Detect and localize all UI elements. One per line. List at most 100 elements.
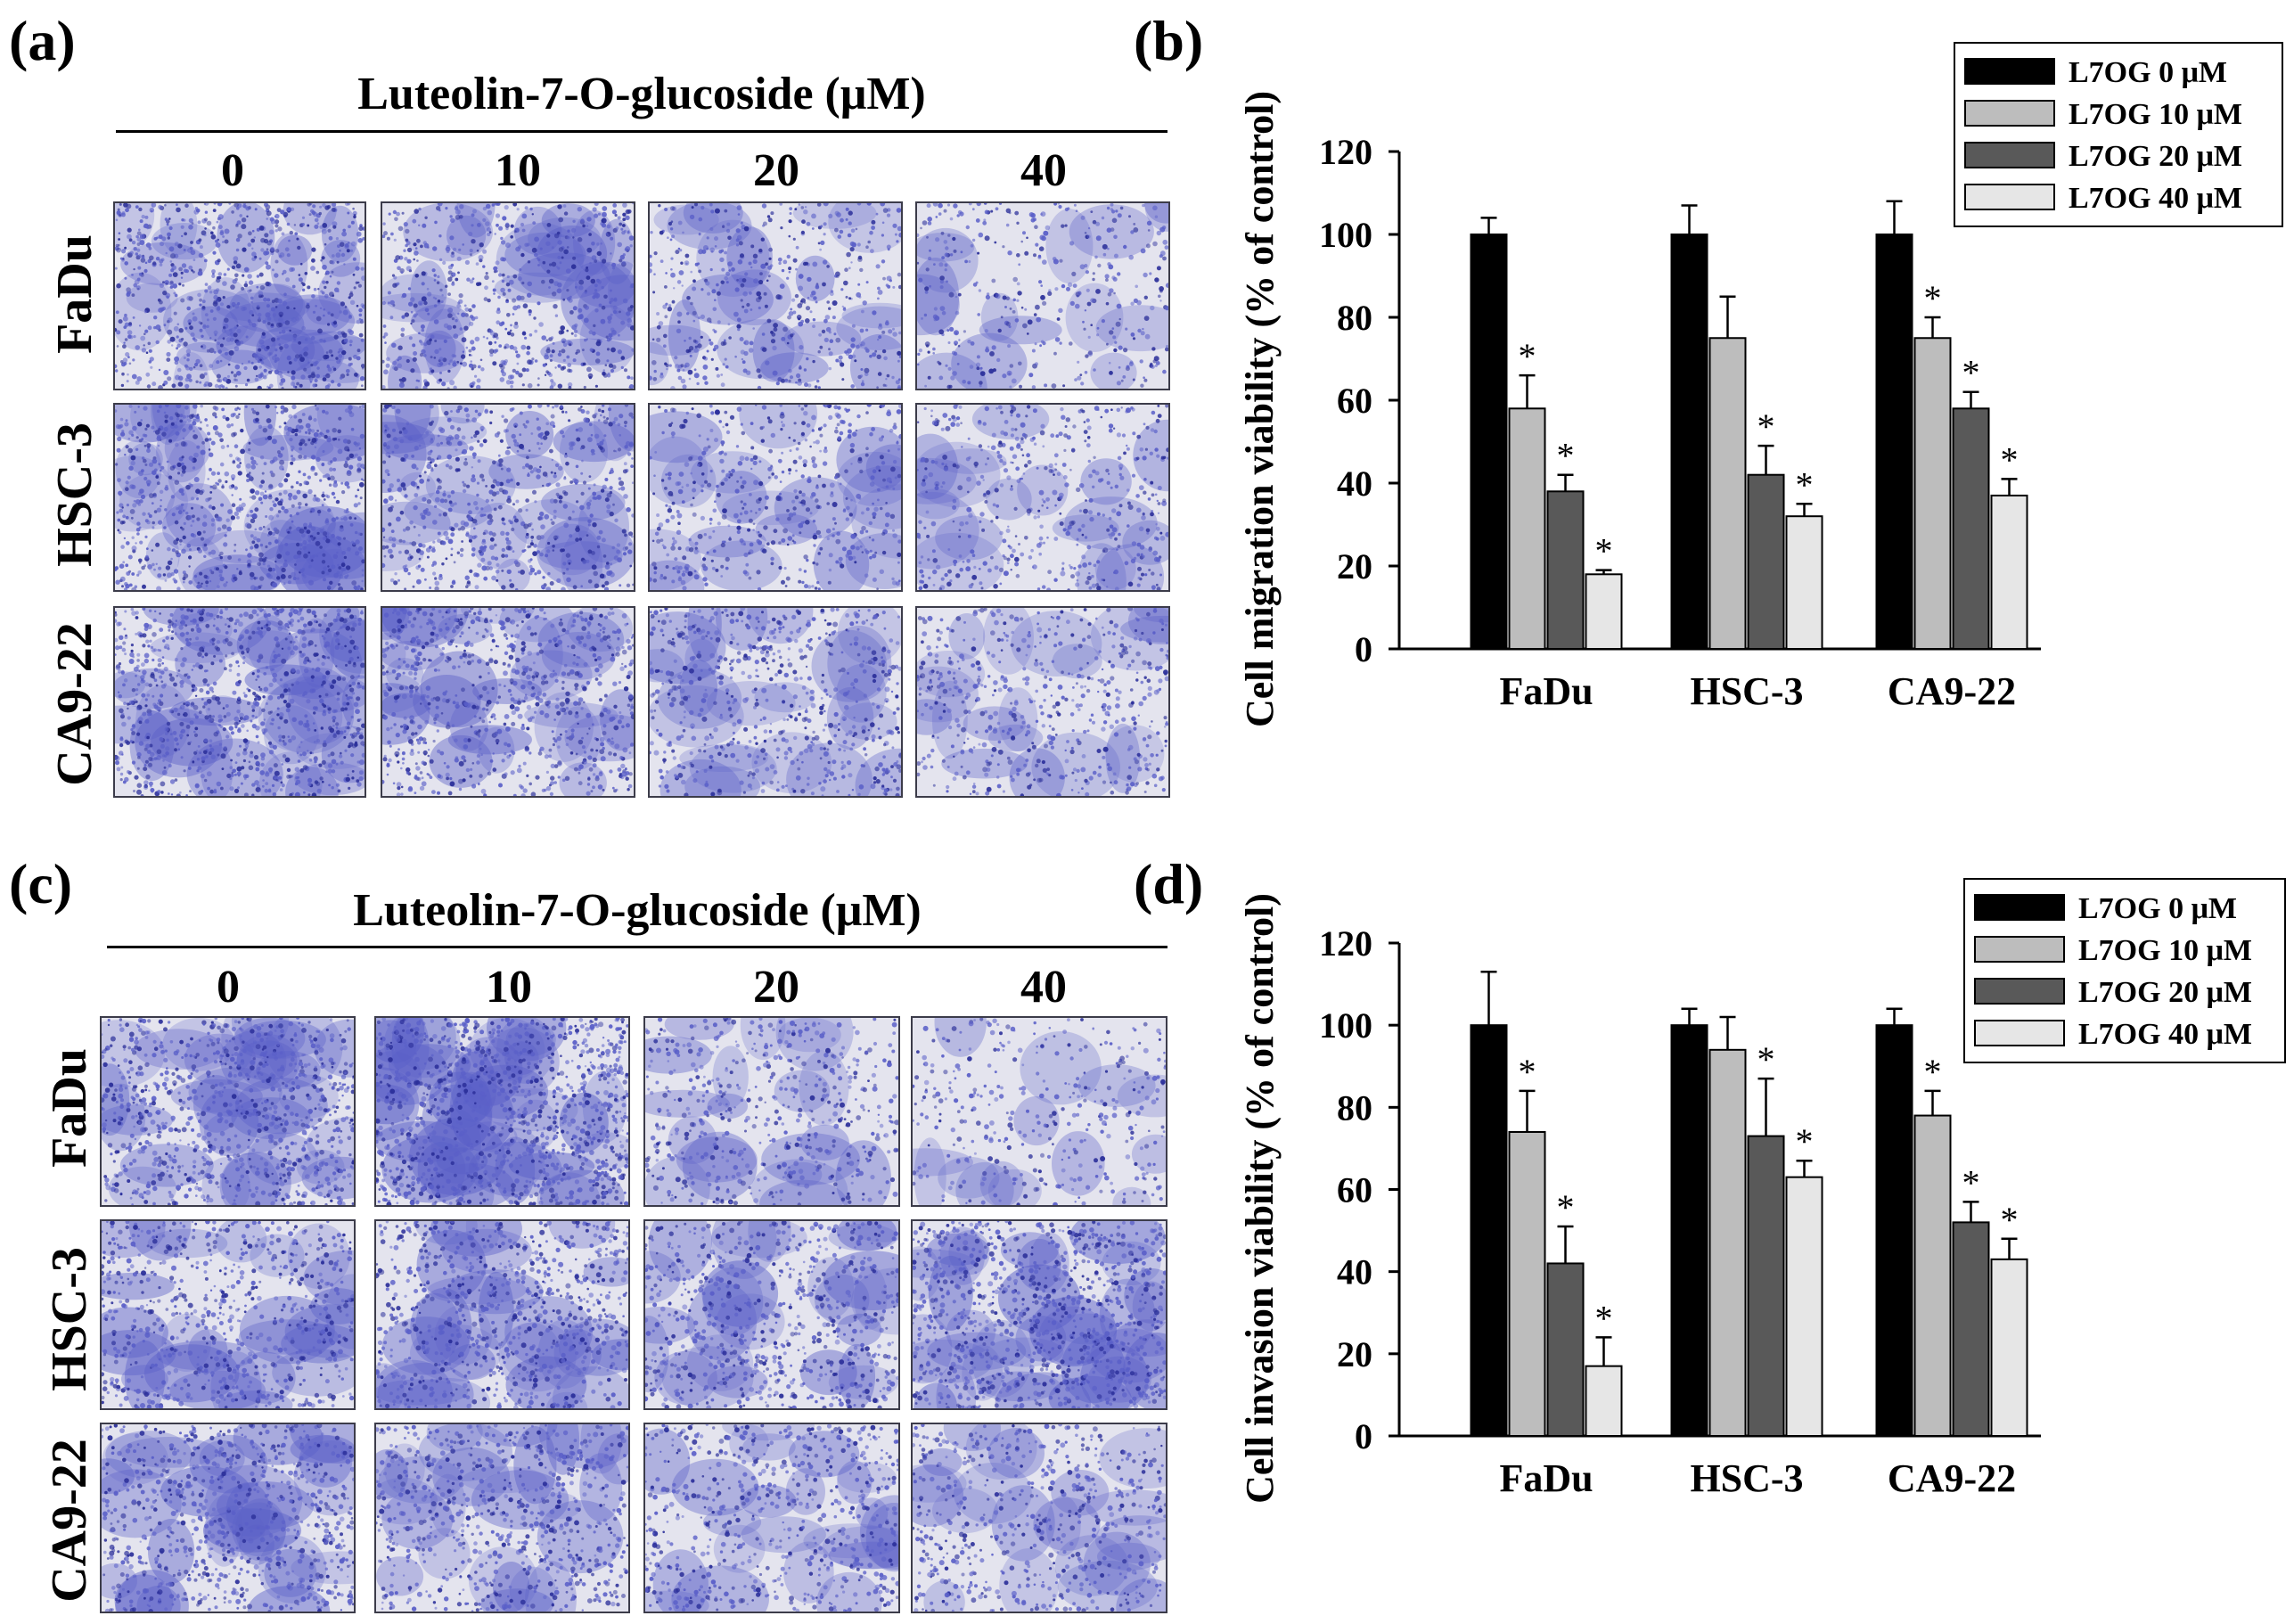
stained-cell (190, 250, 196, 256)
stained-cell (298, 502, 302, 506)
stained-cell (123, 537, 127, 540)
stained-cell (201, 299, 206, 304)
stained-cell (447, 507, 453, 513)
stained-cell (549, 448, 553, 454)
stained-cell (809, 310, 813, 314)
stained-cell (115, 566, 119, 570)
stained-cell (1065, 530, 1070, 537)
stained-cell (1069, 341, 1073, 346)
stained-cell (676, 513, 683, 519)
stained-cell (661, 544, 665, 547)
stained-cell (482, 439, 487, 444)
stained-cell (600, 488, 605, 493)
stained-cell (786, 254, 791, 259)
stained-cell (398, 382, 405, 389)
stained-cell (841, 546, 847, 552)
stained-cell (650, 231, 653, 234)
stained-cell (1133, 298, 1138, 303)
stained-cell (1087, 350, 1093, 356)
stained-cell (462, 480, 465, 484)
stained-cell (442, 512, 447, 517)
stained-cell (266, 322, 271, 325)
stained-cell (138, 254, 142, 258)
stained-cell (897, 552, 901, 557)
stained-cell (1040, 211, 1046, 217)
stained-cell (350, 220, 355, 225)
stained-cell (499, 439, 504, 443)
stained-cell (139, 540, 143, 545)
stained-cell (332, 482, 338, 488)
stained-cell (676, 328, 682, 333)
stained-cell (484, 275, 489, 281)
stained-cell (335, 237, 339, 241)
stain-patch (837, 451, 901, 507)
stained-cell (664, 362, 668, 365)
stained-cell (620, 365, 624, 369)
stained-cell (413, 525, 416, 529)
stained-cell (527, 260, 531, 264)
stained-cell (254, 507, 259, 513)
stained-cell (167, 560, 173, 565)
stained-cell (186, 414, 190, 418)
stained-cell (153, 510, 158, 513)
stained-cell (181, 492, 184, 496)
stained-cell (423, 242, 430, 249)
stained-cell (696, 381, 700, 386)
stained-cell (815, 562, 819, 566)
stained-cell (650, 254, 652, 258)
stained-cell (349, 291, 353, 294)
stained-cell (496, 562, 500, 567)
stained-cell (239, 497, 242, 501)
stained-cell (339, 376, 343, 380)
stained-cell (996, 450, 1000, 455)
stained-cell (605, 233, 608, 235)
stained-cell (355, 281, 358, 284)
stained-cell (881, 550, 887, 555)
stained-cell (1118, 345, 1123, 350)
stained-cell (301, 216, 306, 219)
stained-cell (450, 424, 455, 430)
stained-cell (416, 259, 419, 262)
stained-cell (738, 241, 743, 246)
stained-cell (692, 512, 697, 517)
stained-cell (122, 316, 128, 322)
stained-cell (684, 340, 686, 342)
stained-cell (352, 257, 356, 261)
stained-cell (173, 579, 178, 584)
stained-cell (545, 241, 551, 246)
stained-cell (348, 225, 351, 229)
stained-cell (356, 349, 361, 353)
stained-cell (226, 445, 230, 448)
stained-cell (601, 305, 606, 310)
stained-cell (118, 232, 121, 234)
stained-cell (193, 477, 200, 482)
stain-patch (917, 441, 1001, 508)
stained-cell (130, 516, 134, 520)
stained-cell (755, 512, 758, 514)
stained-cell (207, 478, 209, 480)
stained-cell (550, 336, 554, 340)
stained-cell (892, 459, 897, 464)
stained-cell (840, 288, 844, 291)
stained-cell (450, 547, 454, 551)
stained-cell (875, 465, 881, 471)
stained-cell (677, 546, 682, 551)
stained-cell (553, 474, 557, 479)
stained-cell (480, 557, 486, 562)
stained-cell (619, 258, 623, 263)
stained-cell (193, 405, 198, 409)
stained-cell (568, 562, 571, 565)
stained-cell (829, 493, 834, 498)
stained-cell (304, 338, 308, 341)
stained-cell (591, 242, 595, 246)
stained-cell (229, 328, 233, 332)
stained-cell (578, 537, 582, 541)
stained-cell (832, 502, 838, 507)
stained-cell (700, 205, 705, 210)
stained-cell (792, 439, 796, 442)
stained-cell (243, 267, 250, 273)
stained-cell (183, 249, 186, 251)
stained-cell (1109, 288, 1114, 293)
stained-cell (236, 457, 242, 462)
micrograph-a-hsc3-0 (113, 403, 366, 592)
